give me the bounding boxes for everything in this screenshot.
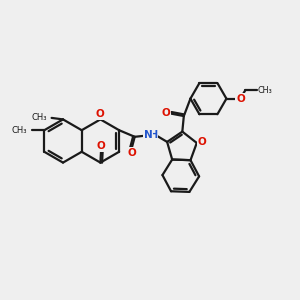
Text: CH₃: CH₃ [258,86,273,95]
Text: O: O [198,137,206,147]
Text: H: H [149,130,157,140]
Text: N: N [143,130,152,140]
Text: O: O [95,109,104,119]
Text: O: O [236,94,245,103]
Text: O: O [97,141,105,151]
Text: CH₃: CH₃ [12,126,28,135]
Text: O: O [162,108,170,118]
Text: O: O [127,148,136,158]
Text: CH₃: CH₃ [32,113,47,122]
